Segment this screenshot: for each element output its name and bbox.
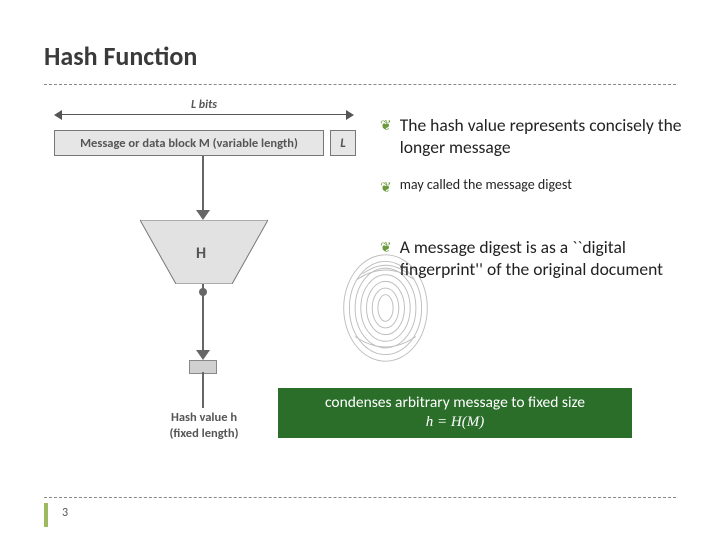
summary-callout: condenses arbitrary message to fixed siz… [278,388,632,438]
bullet-text: may called the message digest [400,176,572,194]
length-label: L bits [181,98,227,112]
length-box: L [330,130,356,156]
top-divider [44,84,676,85]
input-block-box: Message or data block M (variable length… [54,130,324,156]
length-arrow: L bits [54,100,354,122]
bullet-icon: ❦ [380,239,392,256]
bottom-divider [44,497,676,498]
junction-dot-icon [199,288,207,296]
output-label-line2: (fixed length) [170,426,239,441]
callout-formula: h = H(M) [426,413,484,433]
output-label-line1: Hash value h [171,410,237,425]
bullet-icon: ❦ [380,117,392,134]
arrowhead-down-icon [196,210,210,220]
hash-function-label: H [196,244,206,263]
bullet-1: ❦ The hash value represents concisely th… [380,114,690,165]
vertical-line-3 [202,372,204,408]
output-label: Hash value h (fixed length) [144,410,264,443]
page-title: Hash Function [44,40,197,72]
arrowhead-down-icon-2 [196,350,210,360]
bullet-1-sub: ❦ may called the message digest [380,176,690,202]
arrowhead-right-icon [346,110,354,120]
bullet-2: ❦ A message digest is as a ``digital fin… [380,236,690,287]
page-number: 3 [62,506,68,520]
bullet-text: The hash value represents concisely the … [400,114,690,159]
page-marker-icon [44,503,48,527]
callout-line1: condenses arbitrary message to fixed siz… [325,393,585,413]
arrow-line [58,114,350,115]
bullet-icon: ❦ [380,179,392,196]
vertical-line-1 [202,156,204,212]
bullet-text: A message digest is as a ``digital finge… [400,236,690,281]
